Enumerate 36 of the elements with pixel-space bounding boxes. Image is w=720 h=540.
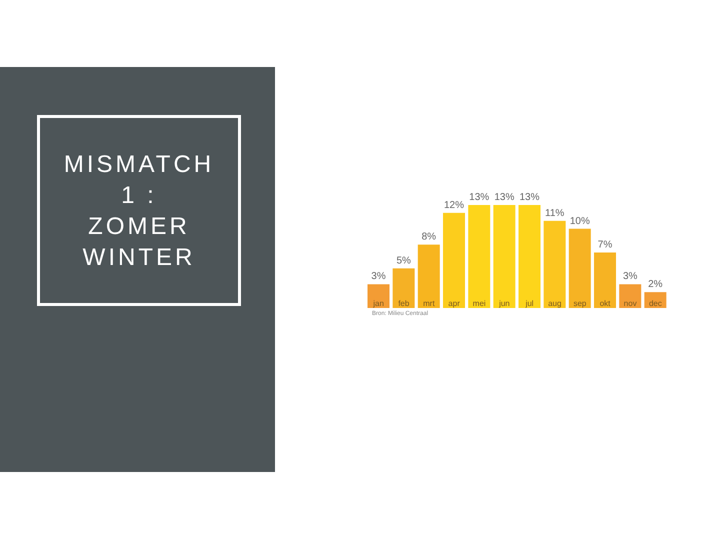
- x-tick-label: okt: [600, 299, 612, 308]
- x-tick-label: apr: [448, 299, 460, 308]
- data-label: 8%: [422, 232, 436, 243]
- bar: [368, 284, 390, 308]
- x-tick-label: mei: [472, 299, 486, 308]
- data-label: 7%: [598, 240, 612, 251]
- x-tick-label: jul: [524, 299, 534, 308]
- data-label: 12%: [444, 200, 464, 211]
- bar: [544, 220, 566, 308]
- data-label: 13%: [520, 192, 540, 203]
- text: MISMATCH 1 : ZOMER WINTER: [64, 150, 214, 272]
- x-tick-label: nov: [624, 299, 637, 308]
- data-label: 11%: [545, 208, 564, 219]
- bar: [493, 205, 516, 308]
- x-tick-label: jan: [372, 299, 384, 308]
- data-label: 13%: [469, 192, 490, 203]
- data-label: 3%: [371, 271, 386, 282]
- x-tick-label: aug: [548, 299, 562, 308]
- bar: [619, 284, 642, 308]
- x-tick-label: mrt: [423, 299, 436, 308]
- data-label: 3%: [622, 271, 638, 282]
- bar: [468, 205, 490, 308]
- x-tick-label: sep: [573, 299, 587, 308]
- x-tick-label: feb: [398, 299, 410, 308]
- bar: [443, 212, 466, 308]
- bar: [392, 268, 415, 308]
- data-label: 2%: [648, 279, 663, 290]
- bar: [518, 205, 541, 308]
- bar: [594, 252, 616, 308]
- data-label: 10%: [570, 216, 590, 227]
- bar: [418, 244, 440, 308]
- x-tick-label: dec: [648, 299, 662, 308]
- x-tick-label: jun: [498, 299, 510, 308]
- data-label: 5%: [396, 255, 412, 266]
- bar: [568, 228, 591, 308]
- data-label: 13%: [494, 192, 514, 203]
